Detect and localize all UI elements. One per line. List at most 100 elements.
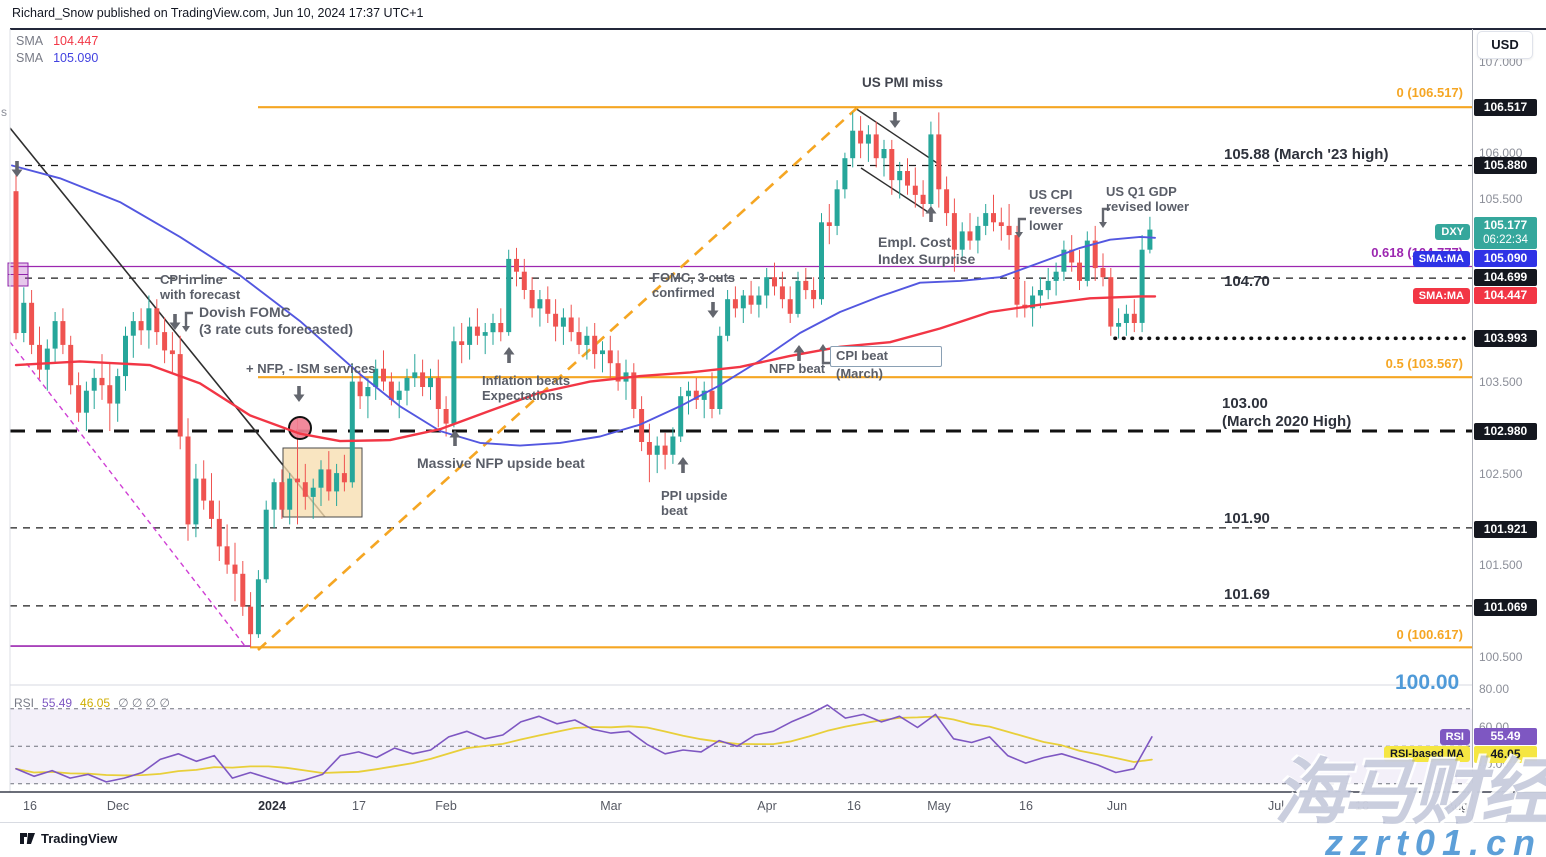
currency-toggle-button[interactable]: USD — [1477, 31, 1533, 59]
price-axis-tick: 103.500 — [1479, 375, 1523, 389]
candle — [334, 473, 340, 492]
rsi-legend[interactable]: RSI 55.49 46.05 ∅ ∅ ∅ ∅ — [14, 696, 170, 710]
candle — [263, 509, 269, 580]
candle — [482, 332, 488, 336]
candle — [686, 390, 691, 397]
price-badge: 46.05 — [1474, 746, 1537, 763]
price-badge: 106.517 — [1474, 99, 1537, 116]
candle — [764, 277, 770, 296]
fib-label: 0 (100.617) — [1396, 627, 1464, 642]
sma-legend-2[interactable]: SMA 105.090 — [16, 51, 98, 65]
candle — [865, 134, 871, 144]
candle — [787, 299, 793, 314]
candle — [326, 469, 332, 492]
price-badge: 55.49 — [1474, 728, 1537, 745]
candle — [373, 368, 379, 387]
candle — [240, 573, 246, 607]
candle — [435, 377, 441, 409]
arrow-down-icon — [169, 314, 181, 330]
candle — [693, 390, 699, 400]
time-axis-label: 16 — [847, 799, 861, 813]
candle — [889, 149, 895, 181]
candle — [983, 213, 989, 226]
candle — [858, 130, 864, 144]
candle — [1045, 280, 1051, 291]
price-badge: 104.699 — [1474, 269, 1537, 286]
candle — [756, 295, 762, 305]
price-badge: 105.090 — [1474, 250, 1537, 267]
hook-down-icon — [1101, 207, 1110, 223]
falling-dashed-magenta — [9, 341, 246, 647]
fib-label: 0.5 (103.567) — [1385, 356, 1463, 371]
candle — [60, 321, 66, 345]
candle — [381, 368, 386, 382]
candle — [138, 321, 144, 331]
candle — [928, 134, 934, 204]
annotation-ppi-upside: PPI upside beat — [661, 488, 728, 519]
annotation-fomc-3-cuts: FOMC, 3 cuts confirmed — [652, 270, 736, 301]
candle — [607, 350, 613, 364]
candle — [412, 372, 418, 378]
indicator-tag: SMA:MA — [1412, 250, 1470, 267]
candle — [662, 445, 668, 455]
annotation-nfp-ism: + NFP, - ISM services — [246, 361, 376, 376]
candle — [13, 191, 19, 334]
time-axis-label: May — [927, 799, 951, 813]
candle — [44, 348, 50, 370]
candle — [568, 317, 574, 333]
annotation-dovish-fomc: Dovish FOMC (3 rate cuts forecasted) — [199, 304, 354, 337]
time-axis-label: Dec — [106, 799, 130, 813]
candle — [819, 222, 824, 300]
candle — [936, 134, 942, 190]
tradingview-attribution[interactable]: TradingView — [20, 831, 117, 846]
candle — [498, 323, 504, 333]
candle — [803, 280, 809, 291]
candle — [490, 323, 496, 333]
candle — [279, 482, 285, 510]
time-axis-label: Aug — [1445, 799, 1469, 813]
annotation-inflation-beats: Inflation beats Expectations — [482, 373, 571, 404]
clipped-text-fragment: s — [1, 105, 7, 119]
candle — [295, 478, 300, 483]
arrow-up-icon — [793, 345, 805, 361]
time-axis-label: 17 — [352, 799, 366, 813]
candle — [834, 189, 840, 226]
candle — [842, 158, 848, 190]
candle — [271, 482, 277, 510]
sma-legend-1[interactable]: SMA 104.447 — [16, 34, 98, 48]
rsi-value: 55.49 — [42, 696, 73, 710]
candle — [255, 579, 261, 635]
annotation-us-q1-gdp: US Q1 GDP revised lower — [1106, 184, 1190, 215]
annotation-us-cpi-reverses: US CPI reverses lower — [1029, 187, 1083, 233]
hook-down-icon — [1017, 217, 1026, 233]
candle — [185, 436, 191, 525]
candle — [967, 231, 973, 241]
candle — [474, 326, 480, 336]
watermark-url: zzrt01.cn — [1324, 822, 1542, 857]
candle — [404, 377, 410, 391]
candle — [772, 277, 777, 287]
annotation-us-pmi-miss: US PMI miss — [862, 75, 944, 90]
peak-channel-upper — [854, 107, 938, 164]
candle — [396, 390, 402, 400]
candle — [881, 149, 887, 159]
time-axis-label: Jul — [1268, 799, 1284, 813]
candle — [1014, 235, 1020, 305]
candle — [1053, 271, 1059, 281]
watermark-chinese: 海马财经 — [1273, 753, 1546, 833]
price-axis-tick: 102.500 — [1479, 467, 1523, 481]
candle — [631, 372, 637, 409]
candle — [553, 313, 559, 327]
candle — [748, 295, 754, 305]
rsi-legend-label: RSI — [14, 696, 35, 710]
candle — [811, 290, 817, 300]
candle — [615, 363, 621, 382]
candle — [91, 377, 97, 391]
candle — [224, 546, 230, 565]
candle — [37, 344, 42, 370]
arrow-down-icon — [707, 302, 719, 318]
annotation-level-101-90: 101.90 — [1224, 510, 1270, 527]
candle — [68, 344, 74, 386]
time-axis-label: 2024 — [258, 799, 286, 813]
